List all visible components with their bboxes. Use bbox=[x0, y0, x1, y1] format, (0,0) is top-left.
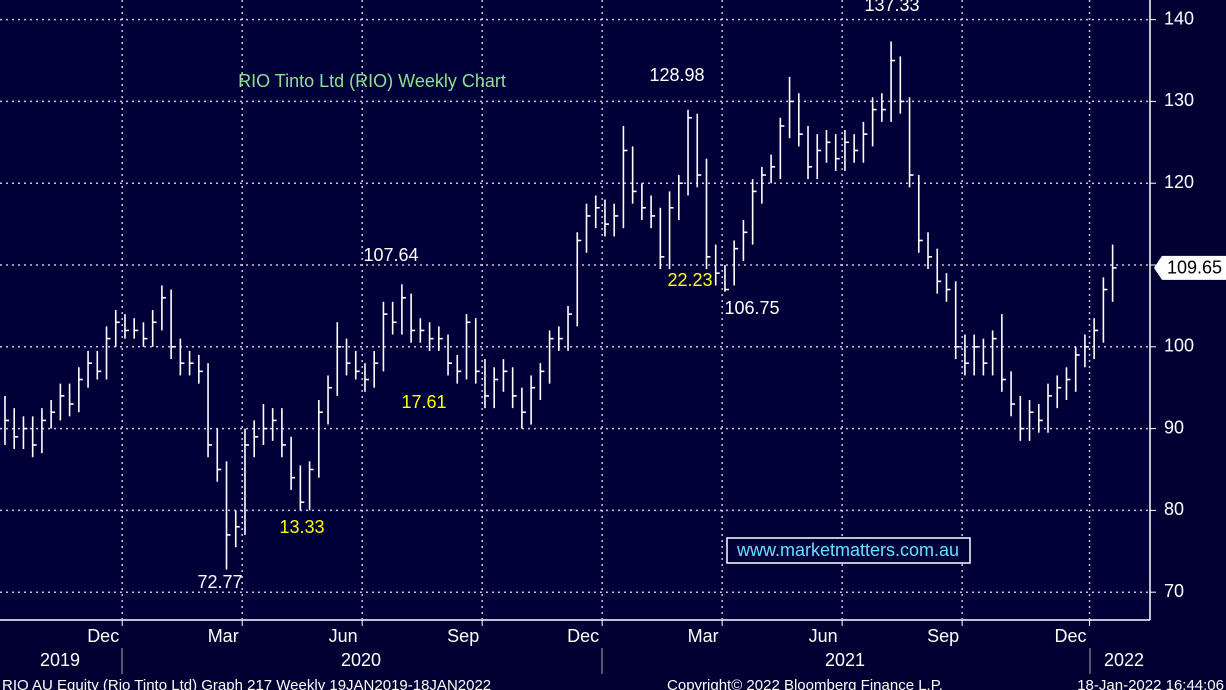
last-price-tag bbox=[1154, 255, 1226, 280]
watermark: www.marketmatters.com.au bbox=[736, 540, 959, 560]
year-label: 2022 bbox=[1104, 650, 1144, 670]
y-tick-label: 70 bbox=[1164, 581, 1184, 601]
annotation: 106.75 bbox=[724, 298, 779, 318]
footer: Copyright© 2022 Bloomberg Finance L.P. bbox=[667, 677, 943, 690]
last-price-label: 109.65 bbox=[1167, 258, 1222, 278]
footer: RIO AU Equity (Rio Tinto Ltd) Graph 217 … bbox=[2, 677, 491, 690]
x-tick-label: Sep bbox=[447, 626, 479, 646]
change-label: 13.33 bbox=[279, 517, 324, 537]
change-label: 22.23 bbox=[667, 270, 712, 290]
year-label: 2020 bbox=[341, 650, 381, 670]
x-tick-label: Dec bbox=[87, 626, 119, 646]
y-tick-label: 120 bbox=[1164, 172, 1194, 192]
change-label: 17.61 bbox=[401, 392, 446, 412]
y-tick-label: 140 bbox=[1164, 8, 1194, 28]
y-tick-label: 90 bbox=[1164, 417, 1184, 437]
x-tick-label: Sep bbox=[927, 626, 959, 646]
annotation: 72.77 bbox=[197, 572, 242, 592]
annotation: 107.64 bbox=[363, 245, 418, 265]
x-tick-label: Mar bbox=[688, 626, 719, 646]
year-label: 2021 bbox=[825, 650, 865, 670]
x-tick-label: Dec bbox=[567, 626, 599, 646]
x-tick-label: Mar bbox=[208, 626, 239, 646]
x-tick-label: Jun bbox=[809, 626, 838, 646]
y-tick-label: 100 bbox=[1164, 336, 1194, 356]
plot-area bbox=[0, 0, 1150, 620]
footer: 18-Jan-2022 16:44:06 bbox=[1077, 677, 1224, 690]
annotation: 137.33 bbox=[864, 0, 919, 15]
chart-title: RIO Tinto Ltd (RIO) Weekly Chart bbox=[238, 71, 506, 91]
year-label: 2019 bbox=[40, 650, 80, 670]
y-tick-label: 130 bbox=[1164, 90, 1194, 110]
x-tick-label: Jun bbox=[329, 626, 358, 646]
watermark-box bbox=[726, 537, 971, 564]
x-tick-label: Dec bbox=[1055, 626, 1087, 646]
annotation: 128.98 bbox=[649, 65, 704, 85]
y-tick-label: 80 bbox=[1164, 499, 1184, 519]
